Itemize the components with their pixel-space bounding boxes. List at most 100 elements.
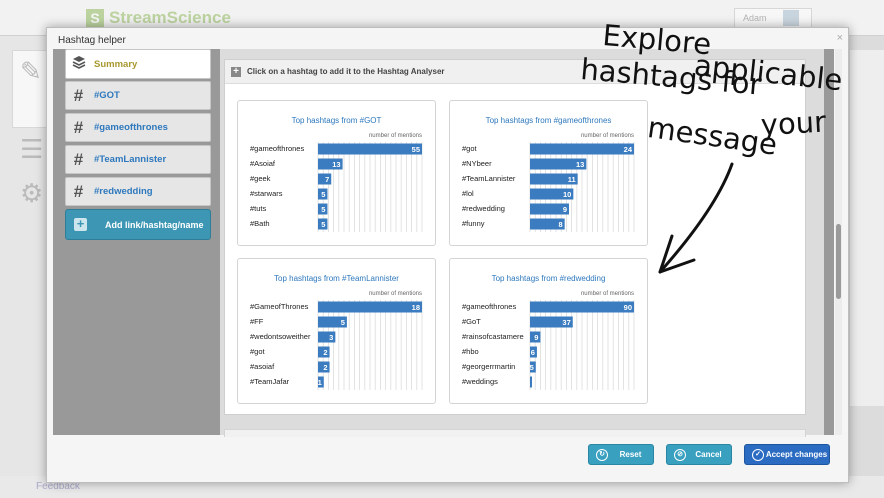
chart-redwedding: number of mentions #gameofthrones 90 #GoT 37…	[462, 291, 635, 390]
category-label: #funny	[462, 219, 485, 228]
category-label: #gameofthrones	[250, 144, 304, 153]
bar	[318, 143, 422, 155]
accept-changes-button[interactable]: ✓ Accept changes	[744, 444, 830, 465]
plus-square-icon: +	[231, 66, 241, 77]
tab-gameofthrones[interactable]: # #gameofthrones	[65, 113, 211, 142]
bar	[530, 316, 573, 328]
layers-icon	[66, 54, 91, 74]
data-label: 5	[321, 205, 325, 214]
data-label: 2	[323, 363, 327, 372]
bar	[318, 346, 330, 358]
data-label: 9	[534, 333, 538, 342]
category-label: #NYbeer	[462, 159, 492, 168]
tab-label: #GOT	[94, 90, 120, 101]
tab-redwedding[interactable]: # #redwedding	[65, 177, 211, 206]
bar	[318, 301, 422, 313]
chart-card-gameofthrones: Top hashtags from #gameofthrones number …	[449, 100, 648, 246]
user-name: Adam	[743, 13, 767, 23]
data-label: 5	[341, 318, 345, 327]
cancel-button[interactable]: ⊘ Cancel	[666, 444, 732, 465]
bar	[318, 361, 330, 373]
bar	[530, 158, 587, 170]
bar	[318, 316, 347, 328]
bar	[318, 331, 336, 343]
cancel-icon: ⊘	[674, 448, 686, 461]
reset-button[interactable]: ↻ Reset	[588, 444, 654, 465]
category-label: #gameofthrones	[462, 302, 516, 311]
add-button-label: Add link/hashtag/name	[105, 219, 204, 230]
bar	[530, 376, 532, 388]
logo-mark: S	[86, 9, 104, 27]
bar	[530, 188, 574, 200]
data-label: 55	[412, 145, 420, 154]
modal-title: Hashtag helper	[58, 35, 126, 46]
x-axis-label: number of mentions	[369, 291, 422, 297]
bar	[530, 331, 541, 343]
category-label: #asoiaf	[250, 362, 275, 371]
scrollbar-thumb[interactable]	[836, 224, 841, 299]
accept-label: Accept changes	[765, 450, 828, 459]
chart-title: Top hashtags from #redwedding	[491, 274, 606, 283]
check-icon: ✓	[752, 448, 764, 461]
close-icon[interactable]: ×	[836, 32, 843, 44]
chart-card-redwedding: Top hashtags from #redwedding number of …	[449, 258, 648, 404]
hashtag-icon: #	[73, 181, 84, 201]
data-label: 1	[526, 378, 530, 387]
bar	[318, 173, 332, 185]
plus-icon: +	[74, 217, 87, 231]
tab-teamlannister[interactable]: # #TeamLannister	[65, 145, 211, 174]
bar	[530, 301, 634, 313]
tab-summary[interactable]: Summary	[65, 49, 211, 79]
category-label: #got	[250, 347, 266, 356]
feedback-link[interactable]: Feedback	[36, 481, 80, 492]
hashtag-icon: #	[73, 117, 84, 137]
category-label: #lol	[462, 189, 474, 198]
data-label: 18	[412, 303, 420, 312]
app-logo: S StreamScience	[86, 8, 231, 28]
scrollbar[interactable]	[835, 49, 842, 435]
avatar	[783, 10, 799, 26]
chart-title: Top hashtags from #gameofthrones	[485, 116, 612, 125]
pencil-icon: ✎	[20, 56, 42, 86]
data-label: 24	[624, 145, 633, 154]
data-label: 3	[329, 333, 333, 342]
data-label: 10	[563, 190, 571, 199]
category-label: #Asoiaf	[250, 159, 276, 168]
bar	[530, 218, 565, 230]
bar	[318, 158, 343, 170]
data-label: 5	[321, 190, 325, 199]
user-menu[interactable]: Adam	[734, 8, 812, 28]
data-label: 9	[563, 205, 567, 214]
tab-label: Summary	[94, 58, 138, 70]
bar	[530, 173, 578, 185]
data-label: 37	[562, 318, 570, 327]
data-label: 11	[568, 175, 576, 184]
data-label: 13	[576, 160, 584, 169]
gear-icon: ⚙	[20, 178, 44, 208]
category-label: #georgerrmartin	[462, 362, 515, 371]
hashtag-icon: #	[73, 149, 84, 169]
logo-text: StreamScience	[109, 8, 231, 27]
refresh-icon: ↻	[596, 448, 608, 461]
data-label: 1	[318, 378, 322, 387]
bar	[530, 143, 634, 155]
chart-gameofthrones: number of mentions #got 24 #NYbeer 13 #TeamLa…	[462, 133, 635, 232]
category-label: #GoT	[462, 317, 481, 326]
data-label: 90	[624, 303, 632, 312]
database-icon: ☰	[20, 134, 44, 164]
data-label: 2	[323, 348, 327, 357]
tab-got[interactable]: # #GOT	[65, 81, 211, 110]
category-label: #FF	[250, 317, 264, 326]
chart-teamlannister: number of mentions #GameofThrones 18 #FF 5 #w…	[250, 291, 423, 390]
reset-label: Reset	[619, 450, 642, 459]
add-link-hashtag-name-button[interactable]: + Add link/hashtag/name	[65, 209, 211, 240]
x-axis-label: number of mentions	[581, 291, 634, 297]
x-axis-label: number of mentions	[369, 133, 422, 139]
category-label: #got	[462, 144, 478, 153]
data-label: 7	[325, 175, 329, 184]
data-label: 13	[332, 160, 340, 169]
category-label: #rainsofcastamere	[462, 332, 524, 341]
category-label: #tuts	[250, 204, 267, 213]
cancel-label: Cancel	[695, 450, 722, 459]
category-label: #redwedding	[462, 204, 505, 213]
